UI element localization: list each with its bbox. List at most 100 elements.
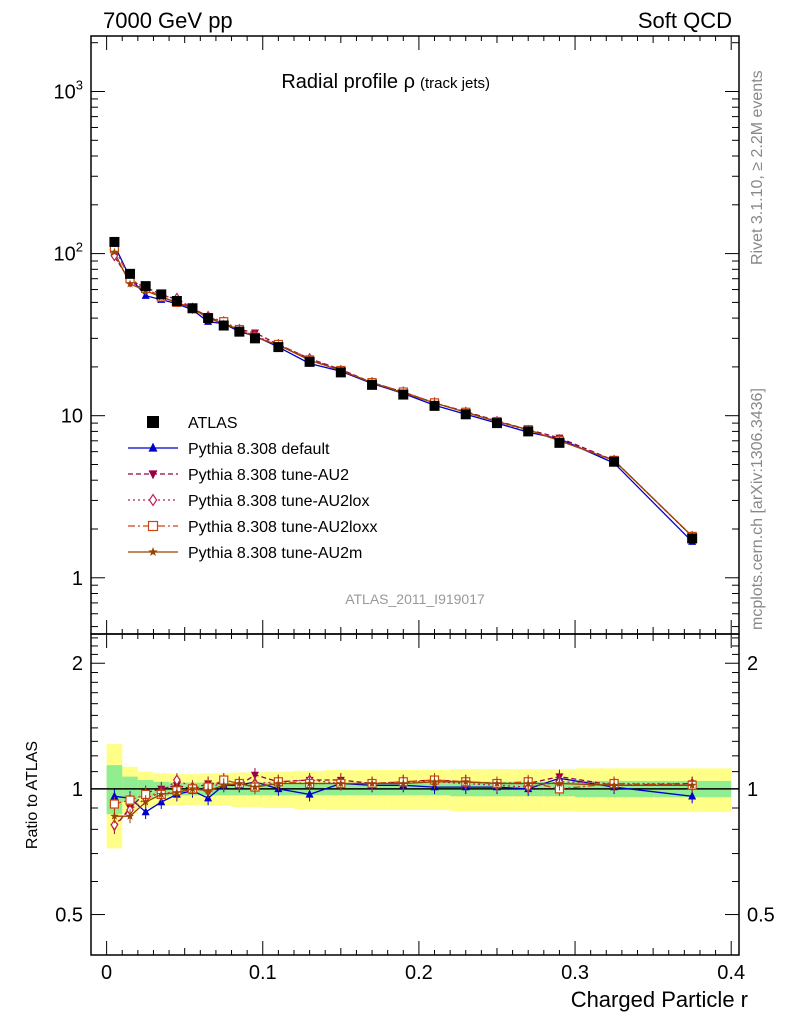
ratio-point xyxy=(336,779,345,788)
process-label: Soft QCD xyxy=(638,8,732,33)
ratio-point xyxy=(203,786,213,795)
data-point xyxy=(140,281,151,292)
series-line xyxy=(113,244,693,543)
x-tick-label: 0.2 xyxy=(405,962,433,984)
legend: ATLAS Pythia 8.308 default Pythia 8.308 tu… xyxy=(128,415,377,562)
data-point xyxy=(234,326,245,337)
watermark: ATLAS_2011_I919017 xyxy=(345,591,485,607)
ratio-point xyxy=(461,777,470,786)
data-point xyxy=(156,289,167,300)
data-point xyxy=(203,313,214,324)
ratio-point xyxy=(555,779,564,788)
y-tick-label: 1 xyxy=(72,568,83,590)
data-point xyxy=(125,268,136,279)
y-tick-label: 10 xyxy=(61,406,83,428)
data-point xyxy=(171,296,182,307)
x-tick-label: 0.4 xyxy=(717,962,745,984)
lower-panel xyxy=(91,744,739,849)
rivet-label: Rivet 3.1.10, ≥ 2.2M events xyxy=(749,70,766,265)
series-line xyxy=(113,256,693,537)
ratio-y-tick-label-right: 1 xyxy=(747,779,758,801)
data-point xyxy=(335,367,346,378)
series-point xyxy=(110,249,119,262)
y-tick-label: 103 xyxy=(54,78,83,104)
legend-marker xyxy=(148,470,158,480)
legend-marker xyxy=(147,416,159,428)
legend-marker xyxy=(148,442,158,452)
data-point xyxy=(249,333,260,344)
lower-axis-ticks: 0.5 0.5 1 1 2 2 0 0.1 0.2 0.3 0.4 xyxy=(55,634,775,984)
data-point xyxy=(429,400,440,411)
upper-series-group xyxy=(109,236,698,545)
x-tick-label: 0.1 xyxy=(249,962,277,984)
ratio-y-tick-label-right: 2 xyxy=(747,653,758,675)
ratio-line xyxy=(114,779,693,805)
y-tick-label: 102 xyxy=(54,240,83,266)
data-point xyxy=(687,533,698,544)
ratio-point xyxy=(141,797,150,806)
ratio-y-tick-label: 2 xyxy=(72,653,83,675)
series-point xyxy=(110,247,119,256)
energy-label: 7000 GeV pp xyxy=(103,8,233,33)
ratio-point xyxy=(367,779,377,788)
ratio-line xyxy=(114,781,693,817)
ratio-point xyxy=(305,779,314,788)
ratio-point xyxy=(141,807,150,816)
ratio-point xyxy=(109,799,120,809)
ratio-point xyxy=(399,779,408,788)
series-point xyxy=(125,279,135,288)
legend-label: Pythia 8.308 tune-AU2loxx xyxy=(188,519,377,536)
data-point xyxy=(554,437,565,448)
x-tick-label: 0 xyxy=(101,962,112,984)
ratio-point xyxy=(219,780,228,789)
legend-label: Pythia 8.308 tune-AU2 xyxy=(188,467,349,484)
ratio-point xyxy=(492,779,502,788)
mcplots-label: mcplots.cern.ch [arXiv:1306.3436] xyxy=(749,388,766,630)
ratio-point xyxy=(688,780,697,789)
ratio-y-tick-label: 0.5 xyxy=(55,905,83,927)
lower-series-group xyxy=(109,767,697,835)
ratio-point xyxy=(305,789,314,798)
ratio-point xyxy=(125,811,135,820)
chart-title: Radial profile ρ xyxy=(281,71,415,93)
legend-marker xyxy=(148,547,158,556)
ratio-point xyxy=(125,795,135,805)
data-point xyxy=(367,379,378,390)
data-point xyxy=(304,356,315,367)
data-point xyxy=(609,456,620,467)
legend-label: Pythia 8.308 tune-AU2m xyxy=(188,545,362,562)
series-line xyxy=(113,251,693,537)
ratio-point xyxy=(250,782,260,791)
x-axis-label: Charged Particle r xyxy=(571,987,748,1012)
data-point xyxy=(273,342,284,353)
ratio-point xyxy=(110,818,119,831)
ratio-point xyxy=(524,779,533,788)
ratio-point xyxy=(609,780,619,789)
ratio-point xyxy=(235,779,244,788)
data-point xyxy=(109,236,120,247)
ratio-line xyxy=(114,777,693,813)
data-point xyxy=(398,389,409,400)
data-point xyxy=(460,409,471,420)
ratio-y-tick-label: 1 xyxy=(72,779,83,801)
ratio-point xyxy=(430,777,439,786)
legend-label: Pythia 8.308 tune-AU2lox xyxy=(188,493,369,510)
x-tick-label: 0.3 xyxy=(561,962,589,984)
legend-marker xyxy=(148,493,158,507)
chart-title-suffix: (track jets) xyxy=(420,75,490,92)
ratio-point xyxy=(688,791,697,800)
ratio-point xyxy=(110,811,119,820)
legend-label: Pythia 8.308 default xyxy=(188,441,330,458)
ratio-point xyxy=(172,788,182,797)
legend-marker xyxy=(147,520,159,532)
ratio-point xyxy=(274,779,283,788)
data-point xyxy=(523,426,534,437)
ratio-y-tick-label-right: 0.5 xyxy=(747,905,775,927)
data-point xyxy=(218,320,229,331)
data-point xyxy=(491,418,502,429)
upper-axis-ticks: 1 10 102 103 xyxy=(54,36,739,634)
y-axis-label: Ratio to ATLAS xyxy=(24,741,41,849)
ratio-line xyxy=(113,779,693,826)
ratio-point xyxy=(250,771,259,780)
